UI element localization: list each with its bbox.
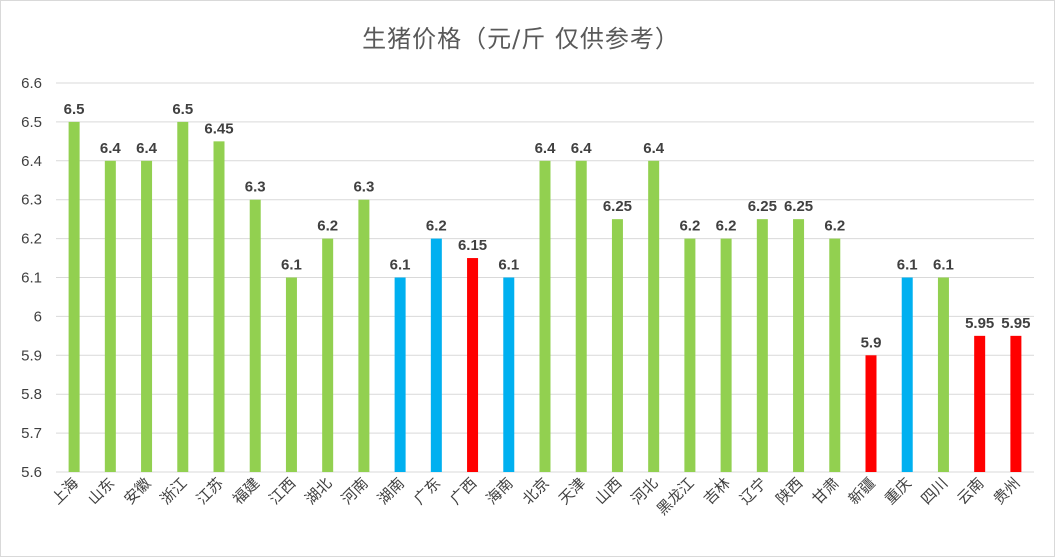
bar-甘肃 [829,238,841,472]
x-tick-label: 山东 [84,474,118,508]
x-tick-label: 湖南 [374,474,408,508]
y-tick-label: 5.8 [21,386,42,403]
x-tick-label: 河南 [338,474,372,508]
x-tick-label: 广东 [410,474,444,508]
data-label: 6.1 [498,257,519,274]
data-label: 6.2 [716,218,737,235]
data-label: 6.4 [571,140,593,157]
bar-新疆 [865,355,877,472]
data-label: 6.25 [784,198,813,215]
data-label: 6.3 [245,179,266,196]
bar-河北 [648,160,660,473]
x-tick-label: 福建 [229,474,263,508]
data-label: 6.1 [281,257,302,274]
bar-上海 [68,121,80,473]
data-label-layer: 6.5 6.4 6.4 6.5 6.45 6.3 6.1 6.2 6.3 6.1 6.2 6.15 6.… [64,101,1031,351]
data-label: 6.25 [748,198,777,215]
data-label: 5.9 [861,334,882,351]
x-tick-label: 新疆 [845,474,879,508]
y-axis: 5.6 5.7 5.8 5.9 6 6.1 6.2 6.3 6.4 6.5 6.6 [21,75,42,481]
bar-辽宁 [756,219,768,472]
data-label: 6.4 [643,140,665,157]
bar-安徽 [141,160,153,473]
x-tick-label: 黑龙江 [653,474,698,519]
data-label: 6.3 [353,179,374,196]
data-label: 6.45 [204,120,233,137]
bar-广东 [430,238,442,472]
data-label: 5.95 [1001,315,1030,332]
data-label: 6.2 [824,218,845,235]
y-tick-label: 5.9 [21,347,42,364]
x-tick-label: 重庆 [881,474,915,508]
bar-河南 [358,199,370,472]
bar-山东 [104,160,116,473]
x-tick-label: 云南 [954,474,988,508]
x-tick-label: 安徽 [120,474,154,508]
x-tick-label: 广西 [446,474,480,508]
bar-福建 [249,199,261,472]
bar-广西 [467,258,479,472]
y-tick-label: 6.6 [21,75,42,92]
bar-山西 [611,219,623,472]
bar-陕西 [793,219,805,472]
y-tick-label: 6 [34,308,42,325]
bar-黑龙江 [684,238,696,472]
data-label: 6.1 [933,257,954,274]
x-tick-label: 甘肃 [809,474,843,508]
data-label: 6.15 [458,237,487,254]
x-tick-label: 贵州 [990,474,1024,508]
data-label: 6.2 [426,218,447,235]
data-label: 6.5 [172,101,193,118]
x-tick-label: 北京 [519,474,553,508]
x-tick-label: 海南 [483,474,517,508]
x-tick-label: 山西 [591,474,625,508]
data-label: 6.4 [535,140,557,157]
y-tick-label: 6.4 [21,153,42,170]
bar-四川 [937,277,949,472]
x-tick-label: 四川 [917,474,951,508]
x-tick-label: 浙江 [157,474,191,508]
x-tick-label: 吉林 [700,474,734,508]
data-label: 6.1 [390,257,411,274]
bar-浙江 [177,121,189,473]
bar-云南 [974,335,986,472]
data-label: 5.95 [965,315,994,332]
bar-江苏 [213,141,225,472]
y-tick-label: 6.5 [21,114,42,131]
chart-title: 生猪价格（元/斤 仅供参考） [362,25,680,53]
data-label: 6.4 [136,140,158,157]
bar-重庆 [901,277,913,472]
x-tick-label: 上海 [48,474,82,508]
bar-layer [68,121,1022,473]
bar-吉林 [720,238,732,472]
bar-海南 [503,277,515,472]
x-axis: 上海 山东 安徽 浙江 江苏 福建 江西 湖北 河南 湖南 广东 广西 海南 北京 天津 山西 河北黑龙江 吉林辽… [48,474,1024,519]
y-tick-label: 5.6 [21,464,42,481]
data-label: 6.2 [679,218,700,235]
bar-北京 [539,160,551,473]
data-label: 6.1 [897,257,918,274]
x-tick-label: 陕西 [772,474,806,508]
x-tick-label: 江苏 [193,474,227,508]
y-tick-label: 5.7 [21,425,42,442]
x-tick-label: 湖北 [302,474,336,508]
bar-湖北 [322,238,334,472]
x-tick-label: 江西 [265,474,299,508]
x-tick-label: 辽宁 [736,474,770,508]
y-tick-label: 6.2 [21,231,42,248]
bar-贵州 [1010,335,1022,472]
y-tick-label: 6.3 [21,192,42,209]
data-label: 6.4 [100,140,122,157]
data-label: 6.25 [603,198,632,215]
y-tick-label: 6.1 [21,270,42,287]
bar-江西 [285,277,297,472]
data-label: 6.5 [64,101,85,118]
bar-湖南 [394,277,406,472]
bar-天津 [575,160,587,473]
data-label: 6.2 [317,218,338,235]
x-tick-label: 天津 [555,474,589,508]
